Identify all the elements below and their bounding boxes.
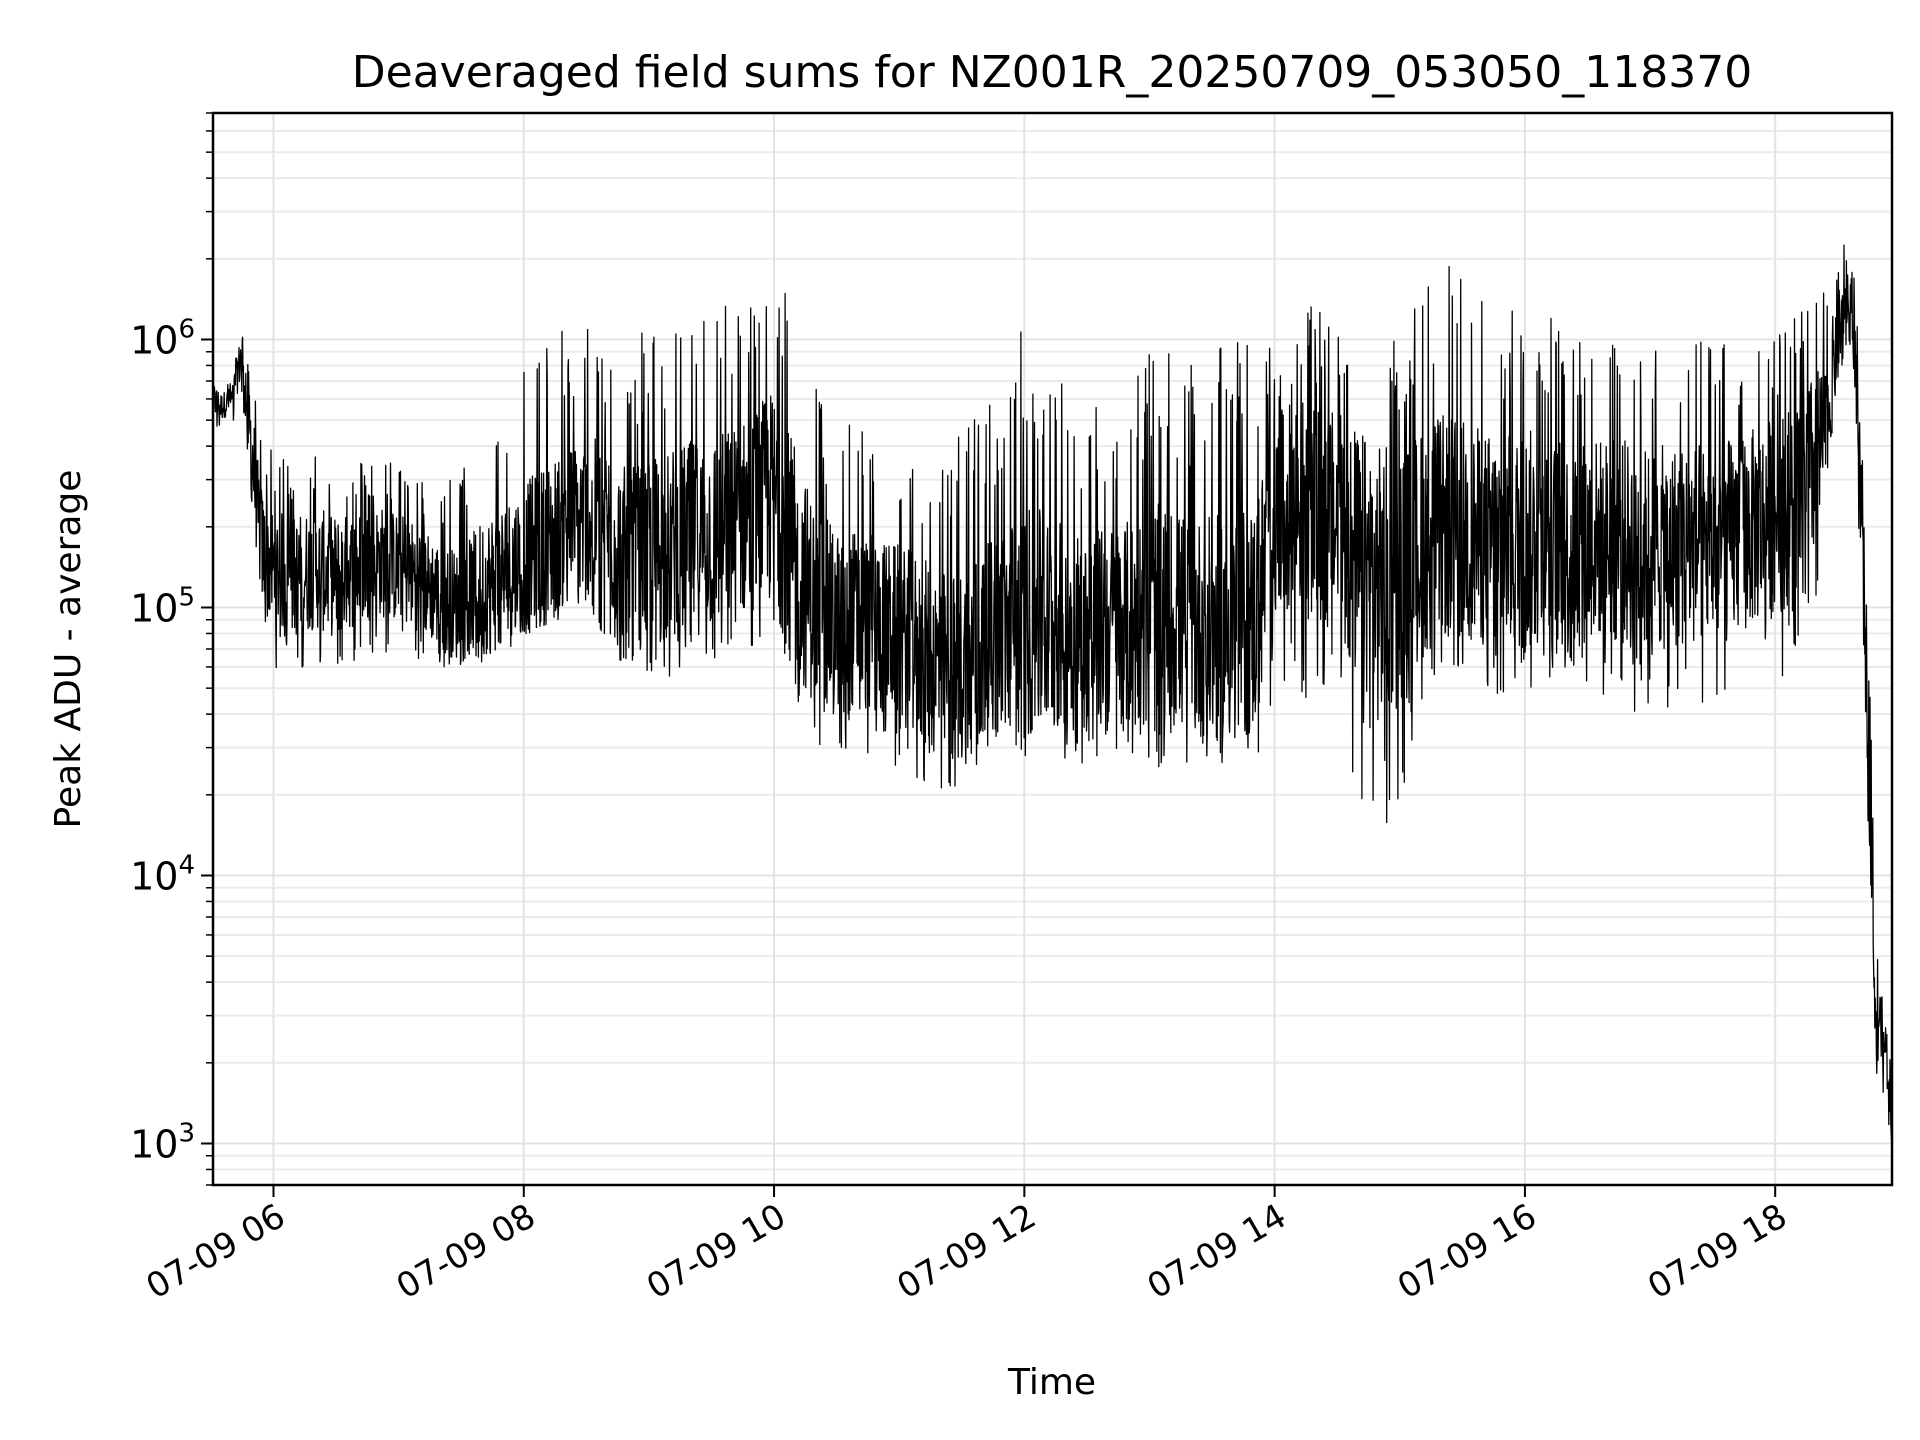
- y-axis-label: Peak ADU - average: [48, 470, 89, 829]
- y-tick-label: 105: [130, 582, 195, 630]
- x-tick-label: 07-09 14: [1141, 1196, 1293, 1307]
- y-axis-ticks: 103 104 105 106: [130, 112, 213, 1186]
- x-axis-ticks: 07-09 06 07-09 08 07-09 10 07-09 12 07-09 14…: [140, 1185, 1794, 1307]
- y-tick-label: 104: [130, 850, 195, 898]
- x-tick-label: 07-09 06: [140, 1196, 292, 1307]
- series-line: [212, 244, 1893, 1144]
- x-tick-label: 07-09 18: [1641, 1196, 1793, 1307]
- x-tick-label: 07-09 16: [1391, 1196, 1543, 1307]
- y-tick-label: 103: [130, 1118, 195, 1166]
- x-tick-label: 07-09 08: [390, 1196, 542, 1307]
- x-tick-label: 07-09 10: [640, 1196, 792, 1307]
- chart-title: Deaveraged field sums for NZ001R_2025070…: [352, 47, 1752, 98]
- x-tick-label: 07-09 12: [890, 1196, 1042, 1307]
- x-axis-label: Time: [1007, 1362, 1096, 1403]
- y-tick-label: 106: [130, 314, 195, 362]
